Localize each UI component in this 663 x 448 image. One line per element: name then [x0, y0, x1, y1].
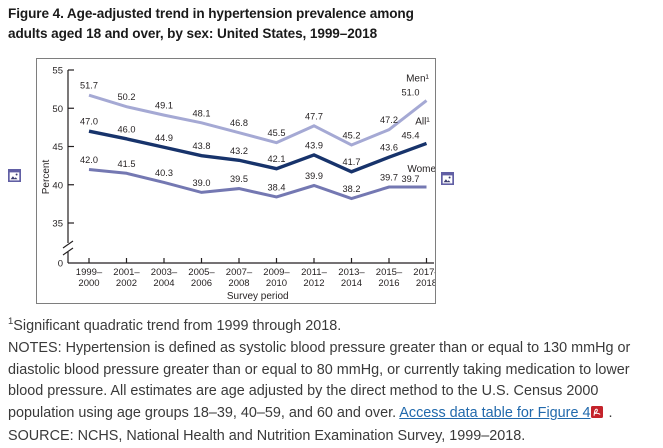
all-value-label: 42.1: [268, 154, 286, 164]
women-value-label: 40.3: [155, 168, 173, 178]
men-value-label: 45.2: [343, 130, 361, 140]
x-tick-label: 2008: [228, 278, 249, 289]
women-value-label: 39.0: [193, 178, 211, 188]
y-tick-label: 45: [52, 142, 63, 153]
men-value-label: 51.0: [402, 88, 420, 98]
women-value-label: 38.4: [268, 182, 286, 192]
women-value-label: 39.7: [380, 173, 398, 183]
broken-image-icon: [8, 169, 21, 182]
x-tick-label: 2009–: [263, 267, 290, 278]
women-value-label: 41.5: [118, 159, 136, 169]
men-series-label: Men¹: [406, 74, 429, 85]
hypertension-trend-chart: 0 35 40 45 50 55 1999– 2000 2001– 2002 2003– 2004 20…: [36, 58, 436, 304]
women-value-label: 39.5: [230, 174, 248, 184]
x-tick-label: 2012: [303, 278, 324, 289]
x-tick-label: 2005–: [188, 267, 215, 278]
all-value-label: 43.2: [230, 146, 248, 156]
men-line: [88, 93, 428, 147]
x-tick-label: 1999–: [76, 267, 103, 278]
women-value-label: 39.7: [402, 174, 420, 184]
men-value-label: 45.5: [268, 128, 286, 138]
x-tick-label: 2015–: [376, 267, 403, 278]
axis-break-mark: [62, 240, 74, 249]
y-tick-label: 40: [52, 180, 63, 191]
broken-image-icon: [441, 172, 454, 185]
x-tick-label: 2013–: [338, 267, 365, 278]
all-value-label: 41.7: [343, 157, 361, 167]
women-value-label: 38.2: [343, 184, 361, 194]
notes-text: NOTES: Hypertension is defined as systol…: [8, 339, 631, 422]
notes-paragraph: NOTES: Hypertension is defined as systol…: [8, 338, 660, 426]
all-value-label: 46.0: [118, 124, 136, 134]
men-value-label: 46.8: [230, 118, 248, 128]
trend-chart-svg: 0 35 40 45 50 55 1999–2000 2001–2002 2003–2004 20…: [41, 66, 435, 303]
all-value-label: 43.8: [193, 141, 211, 151]
x-tick-label: 2007–: [226, 267, 253, 278]
all-value-label: 43.9: [305, 140, 323, 150]
y-axis-title: Percent: [41, 160, 52, 195]
y-tick-label: 55: [52, 66, 63, 77]
figure-title-line2: adults aged 18 and over, by sex: United …: [8, 26, 378, 41]
all-value-label: 43.6: [380, 143, 398, 153]
y-tick-label: 50: [52, 104, 63, 115]
footnote-1-text: Significant quadratic trend from 1999 th…: [13, 318, 342, 334]
x-tick-label: 2016: [378, 278, 399, 289]
x-tick-label: 2006: [191, 278, 212, 289]
x-tick-label: 2003–: [151, 267, 178, 278]
all-series-label: All¹: [415, 116, 430, 127]
men-value-label: 50.2: [118, 92, 136, 102]
y-tick-label: 35: [52, 219, 63, 230]
x-tick-label: 2010: [266, 278, 287, 289]
x-tick-label: 2017–: [413, 267, 435, 278]
x-tick-label: 2014: [341, 278, 362, 289]
source-line: SOURCE: NCHS, National Health and Nutrit…: [8, 427, 526, 444]
x-tick-label: 2011–: [301, 267, 327, 278]
y-tick-label: 0: [58, 259, 63, 270]
women-series-label: Women: [407, 164, 435, 175]
all-value-label: 45.4: [402, 130, 420, 140]
women-line: [88, 167, 427, 201]
x-tick-label: 2001–: [113, 267, 140, 278]
footnotes: 1Significant quadratic trend from 1999 t…: [8, 316, 660, 448]
pdf-icon[interactable]: [591, 404, 604, 426]
x-tick-label: 2004: [153, 278, 174, 289]
x-axis-title: Survey period: [227, 291, 289, 302]
figure-title-line1: Figure 4. Age-adjusted trend in hyperten…: [8, 6, 414, 21]
figure-page: Figure 4. Age-adjusted trend in hyperten…: [8, 4, 631, 444]
figure-title: Figure 4. Age-adjusted trend in hyperten…: [8, 4, 628, 44]
after-link-text: .: [604, 405, 613, 422]
women-value-label: 39.9: [305, 171, 323, 181]
men-value-label: 47.7: [305, 111, 323, 121]
women-value-label: 42.0: [80, 155, 98, 165]
men-value-label: 47.2: [380, 115, 398, 125]
men-value-label: 48.1: [193, 108, 211, 118]
men-value-label: 51.7: [80, 81, 98, 91]
axis-break-mark: [62, 247, 74, 256]
all-value-label: 44.9: [155, 133, 173, 143]
x-tick-label: 2002: [116, 278, 137, 289]
all-value-label: 47.0: [80, 117, 98, 127]
footnote-1: 1Significant quadratic trend from 1999 t…: [8, 316, 660, 338]
men-value-label: 49.1: [155, 101, 173, 111]
all-line: [88, 129, 428, 174]
access-data-table-link[interactable]: Access data table for Figure 4: [399, 405, 591, 422]
x-tick-label: 2018: [416, 278, 435, 289]
footnote-1-superscript: 1: [8, 316, 14, 328]
x-tick-label: 2000: [78, 278, 99, 289]
